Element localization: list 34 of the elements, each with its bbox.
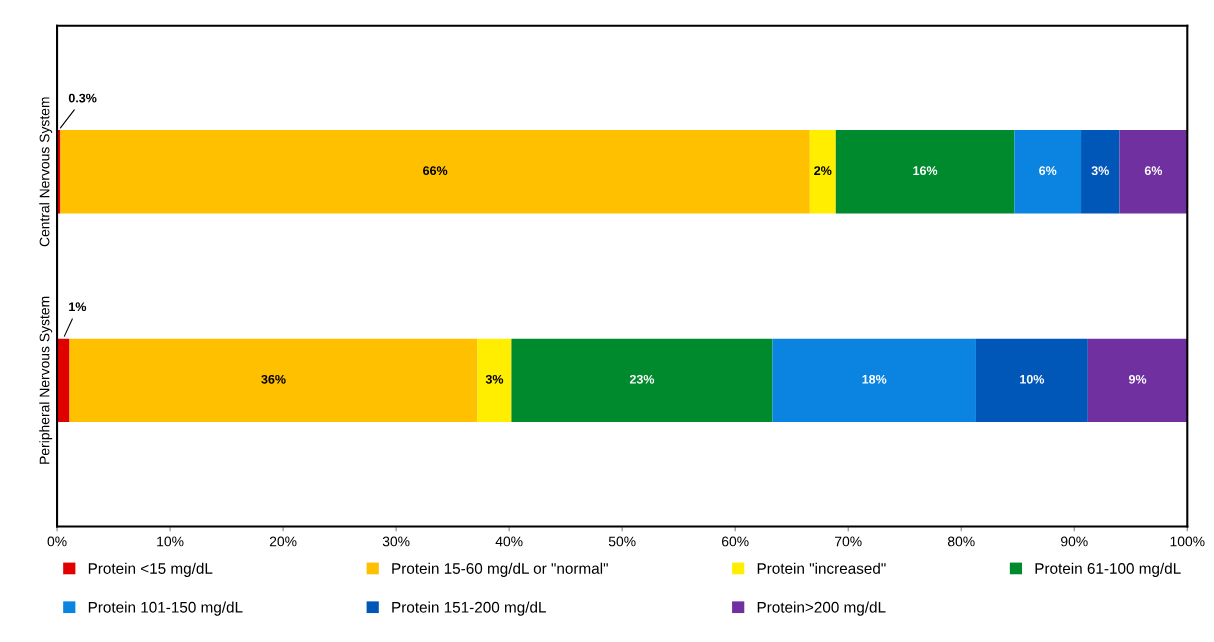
x-tick-label: 90% — [1061, 536, 1088, 547]
x-tick-label: 10% — [157, 536, 184, 547]
data-label: 3% — [485, 374, 504, 384]
data-label: 6% — [1039, 166, 1057, 176]
x-tick-label: 80% — [947, 536, 975, 547]
data-label: 9% — [1128, 374, 1147, 384]
legend-label: Protein 101-150 mg/dL — [88, 601, 243, 616]
data-label: 1% — [69, 302, 87, 312]
legend-label: Protein 15-60 mg/dL or "normal" — [392, 562, 608, 577]
legend-label: Protein "increased" — [757, 562, 886, 574]
data-label: 36% — [261, 374, 286, 384]
data-label: 2% — [814, 166, 832, 176]
data-label: 10% — [1020, 374, 1045, 384]
legend-label: Protein 151-200 mg/dL — [392, 601, 546, 616]
data-label: 66% — [423, 166, 448, 176]
data-label: 3% — [1091, 166, 1109, 176]
y-tick-label: Peripheral Nervous System — [39, 296, 53, 464]
x-tick-label: 0% — [47, 536, 67, 547]
data-label: 18% — [862, 374, 887, 384]
x-tick-label: 100% — [1170, 536, 1205, 547]
x-tick-label: 70% — [835, 536, 862, 547]
x-tick-label: 40% — [495, 536, 523, 547]
x-tick-label: 30% — [382, 536, 410, 547]
x-tick-label: 20% — [269, 536, 297, 547]
data-label: 6% — [1144, 166, 1163, 176]
x-tick-label: 60% — [722, 536, 749, 547]
data-label: 23% — [629, 374, 655, 384]
data-label: 0.3% — [68, 93, 97, 103]
y-tick-label: Central Nervous System — [39, 97, 53, 247]
x-tick-label: 50% — [608, 536, 636, 547]
legend-label: Protein <15 mg/dL — [88, 562, 213, 577]
data-label: 16% — [913, 166, 938, 176]
legend-label: Protein>200 mg/dL — [757, 601, 886, 616]
legend-label: Protein 61-100 mg/dL — [1035, 562, 1181, 577]
